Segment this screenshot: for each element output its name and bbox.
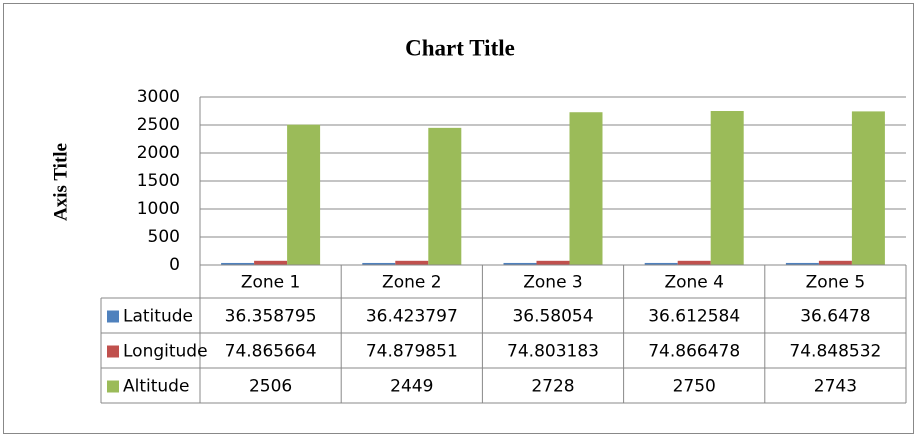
y-tick-label: 1000: [137, 199, 180, 219]
table-value: 2449: [390, 377, 433, 397]
y-tick-label: 2000: [137, 143, 180, 163]
table-value: 36.358795: [225, 307, 317, 327]
y-tick-label: 500: [148, 227, 180, 247]
table-value: 74.865664: [225, 342, 317, 362]
table-value: 2506: [249, 377, 292, 397]
table-value: 36.58054: [512, 307, 593, 327]
bar: [818, 260, 852, 265]
bar: [644, 262, 678, 265]
table-value: 2728: [531, 377, 574, 397]
y-tick-label: 1500: [137, 171, 180, 191]
bar: [428, 127, 462, 265]
x-tick-label: Zone 5: [806, 273, 866, 293]
x-tick-label: Zone 3: [523, 273, 583, 293]
table-value: 2750: [673, 377, 716, 397]
legend-label: Altitude: [123, 377, 189, 397]
y-tick-label: 3000: [137, 87, 180, 107]
bar: [785, 262, 819, 265]
table-value: 74.866478: [648, 342, 740, 362]
table-value: 2743: [814, 377, 857, 397]
bar: [362, 262, 396, 265]
x-tick-label: Zone 4: [664, 273, 724, 293]
y-tick-label: 0: [169, 255, 180, 275]
table-value: 74.879851: [366, 342, 458, 362]
x-tick-label: Zone 2: [382, 273, 442, 293]
x-tick-label: Zone 1: [241, 273, 301, 293]
legend-label: Longitude: [123, 342, 208, 362]
bar: [221, 262, 255, 265]
legend-key: [107, 310, 119, 323]
table-value: 36.612584: [648, 307, 740, 327]
table-value: 36.6478: [800, 307, 870, 327]
bar: [503, 262, 537, 265]
bar: [536, 260, 570, 265]
bar: [677, 260, 711, 265]
table-value: 74.803183: [507, 342, 599, 362]
y-axis-title: Axis Title: [50, 143, 71, 221]
legend-key: [107, 345, 119, 358]
bar: [710, 111, 744, 265]
legend-key: [107, 380, 119, 393]
bar: [287, 124, 321, 265]
bar: [254, 260, 288, 265]
legend-label: Latitude: [123, 307, 193, 327]
y-tick-label: 2500: [137, 115, 180, 135]
table-value: 36.423797: [366, 307, 458, 327]
chart-title: Chart Title: [405, 35, 515, 60]
table-value: 74.848532: [789, 342, 881, 362]
bar: [851, 111, 885, 265]
bar: [395, 260, 429, 265]
bar: [569, 112, 603, 266]
